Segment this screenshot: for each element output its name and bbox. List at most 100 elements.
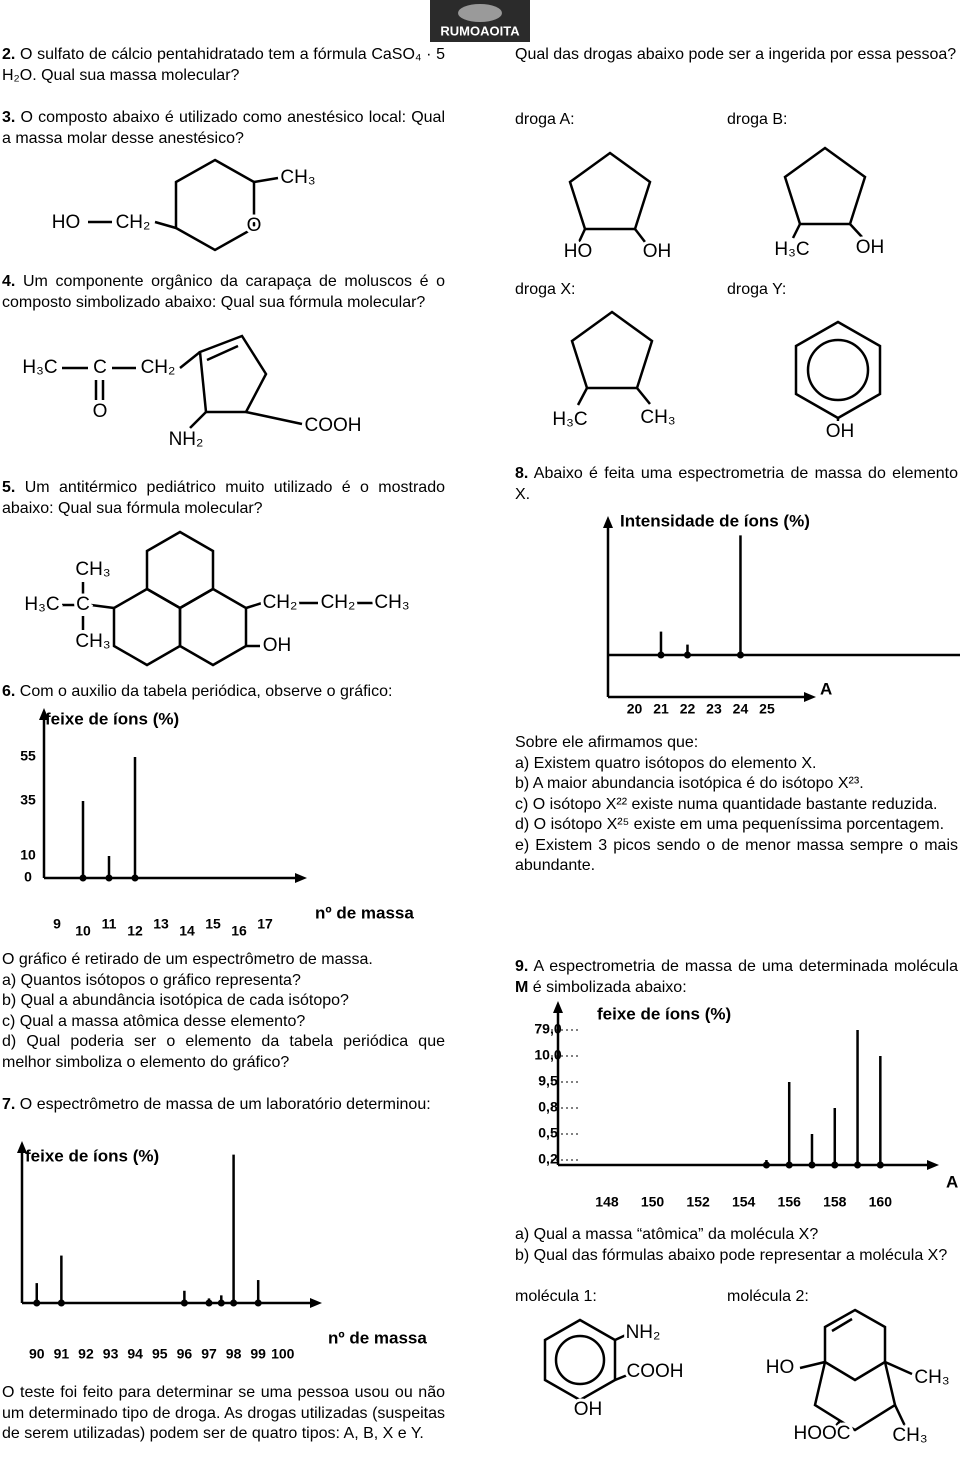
axis-arrow xyxy=(553,1001,563,1013)
x-tick-label: 14 xyxy=(179,923,195,939)
question-text: Um antitérmico pediátrico muito utilizad… xyxy=(2,479,445,517)
item: d) O isótopo X²⁵ existe em uma pequeníss… xyxy=(515,816,945,833)
peak-base xyxy=(205,1299,213,1307)
question: 4. Um componente orgânico da carapaça de… xyxy=(2,272,445,313)
peak-base xyxy=(33,1299,41,1307)
atom-label: CH₃ xyxy=(640,407,675,428)
atom-label: H₃C xyxy=(24,594,59,615)
peak-base xyxy=(217,1299,225,1307)
structure-bond xyxy=(799,1360,826,1370)
structure-bond xyxy=(174,158,256,252)
question-number: 9. xyxy=(515,958,529,975)
x-tick-label: 93 xyxy=(103,1346,119,1362)
question-items: a) Qual a massa “atômica” da molécula X?… xyxy=(515,1225,958,1266)
y-axis-label: feixe de íons (%) xyxy=(25,1146,159,1165)
x-tick-label: 97 xyxy=(201,1346,217,1362)
x-tick-label: 154 xyxy=(732,1194,756,1210)
question-text: Um componente orgânico da carapaça de mo… xyxy=(2,273,446,311)
x-axis-label: nº de massa xyxy=(315,903,414,922)
structure-bond xyxy=(554,1334,606,1386)
item: d) Qual poderia ser o elemento da tabela… xyxy=(2,1033,445,1071)
peak-base xyxy=(762,1161,770,1169)
drug-label: droga Y: xyxy=(727,281,787,298)
x-tick-label: 12 xyxy=(127,923,143,939)
atom-label: HO xyxy=(564,241,593,262)
peak-base xyxy=(57,1299,65,1307)
question: 6. Com o auxilio da tabela periódica, ob… xyxy=(2,682,445,703)
logo-text: RUMOAOITA xyxy=(440,23,520,38)
atom-label: CH₃ xyxy=(280,167,315,188)
atom-label: CH₃ xyxy=(914,1367,949,1388)
structure-bond xyxy=(90,603,115,610)
axis-arrow xyxy=(603,516,613,528)
x-tick-label: 90 xyxy=(29,1346,45,1362)
question: 5. Um antitérmico pediátrico muito utili… xyxy=(2,478,445,519)
x-tick-label: 150 xyxy=(641,1194,665,1210)
molecule-label: molécula 1: xyxy=(515,1288,597,1305)
peak-base xyxy=(831,1161,839,1169)
peak-base xyxy=(683,651,691,659)
x-tick-label: 100 xyxy=(271,1346,295,1362)
atom-label: CH₂ xyxy=(321,592,356,613)
structure-bond xyxy=(206,344,239,362)
structure-drugs xyxy=(568,146,882,421)
x-tick-label: 16 xyxy=(231,923,247,939)
question-text: O sulfato de cálcio pentahidratado tem a… xyxy=(2,46,445,84)
peak-base xyxy=(131,874,139,882)
atom-label: OH xyxy=(574,1399,603,1420)
structure-bond xyxy=(614,1332,629,1342)
item: a) Existem quatro isótopos do elemento X… xyxy=(515,754,817,772)
atom-label: HO xyxy=(766,1357,795,1378)
item: c) O isótopo X²² existe numa quantidade … xyxy=(515,795,938,813)
x-tick-label: 92 xyxy=(78,1346,94,1362)
structure-bond xyxy=(849,223,863,238)
statement: Sobre ele afirmamos que: xyxy=(515,734,699,751)
structure-bond xyxy=(178,587,248,667)
x-tick-label: 21 xyxy=(653,701,669,717)
atom-label: OH xyxy=(263,635,292,656)
structure-q4 xyxy=(62,334,303,429)
atom-label: OH xyxy=(856,237,885,258)
structure-bond xyxy=(634,228,646,243)
question-number: 8. xyxy=(515,465,529,482)
paragraph: O teste foi feito para determinar se uma… xyxy=(2,1384,445,1442)
x-tick-label: 15 xyxy=(205,916,221,932)
structure-bond xyxy=(112,587,182,667)
structure-bond xyxy=(179,351,201,369)
item: b) Qual a abundância isotópica de cada i… xyxy=(2,992,349,1009)
question: 2. O sulfato de cálcio pentahidratado te… xyxy=(2,45,445,86)
structure-bond xyxy=(884,1360,913,1376)
atom-label: COOH xyxy=(627,1361,684,1382)
structure-bond xyxy=(636,387,651,405)
question: 3. O composto abaixo é utilizado como an… xyxy=(2,108,445,149)
structure-q5 xyxy=(62,530,374,667)
drug-label: droga B: xyxy=(727,111,788,128)
structure-bond xyxy=(806,338,870,402)
x-tick-label: 148 xyxy=(595,1194,619,1210)
question-number: 5. xyxy=(2,479,16,496)
atom-label: O xyxy=(247,215,262,236)
x-tick-label: 10 xyxy=(75,923,91,939)
structure-bond xyxy=(791,223,802,239)
atom-label: CH₃ xyxy=(75,559,110,580)
atom-label: CH₃ xyxy=(75,631,110,652)
atom-label: COOH xyxy=(305,415,362,436)
x-tick-label: 156 xyxy=(778,1194,802,1210)
question: 7. O espectrômetro de massa de um labora… xyxy=(2,1095,445,1116)
item: c) Qual a massa atômica desse elemento? xyxy=(2,1012,306,1030)
structure-bond xyxy=(893,1404,907,1427)
x-tick-label: 20 xyxy=(627,701,643,717)
axis-arrow xyxy=(310,1298,322,1308)
x-tick-label: 158 xyxy=(823,1194,847,1210)
structure-bond xyxy=(245,601,263,610)
atom-label: H₃C xyxy=(552,409,587,430)
structure-bond xyxy=(823,1308,887,1382)
y-tick-label: 0 xyxy=(24,869,32,885)
question-text: Com o auxilio da tabela periódica, obser… xyxy=(19,683,393,700)
structure-bond xyxy=(568,151,652,231)
x-tick-label: 96 xyxy=(177,1346,193,1362)
y-tick-label: 9,5 xyxy=(538,1073,558,1089)
structure-bond xyxy=(189,411,207,429)
